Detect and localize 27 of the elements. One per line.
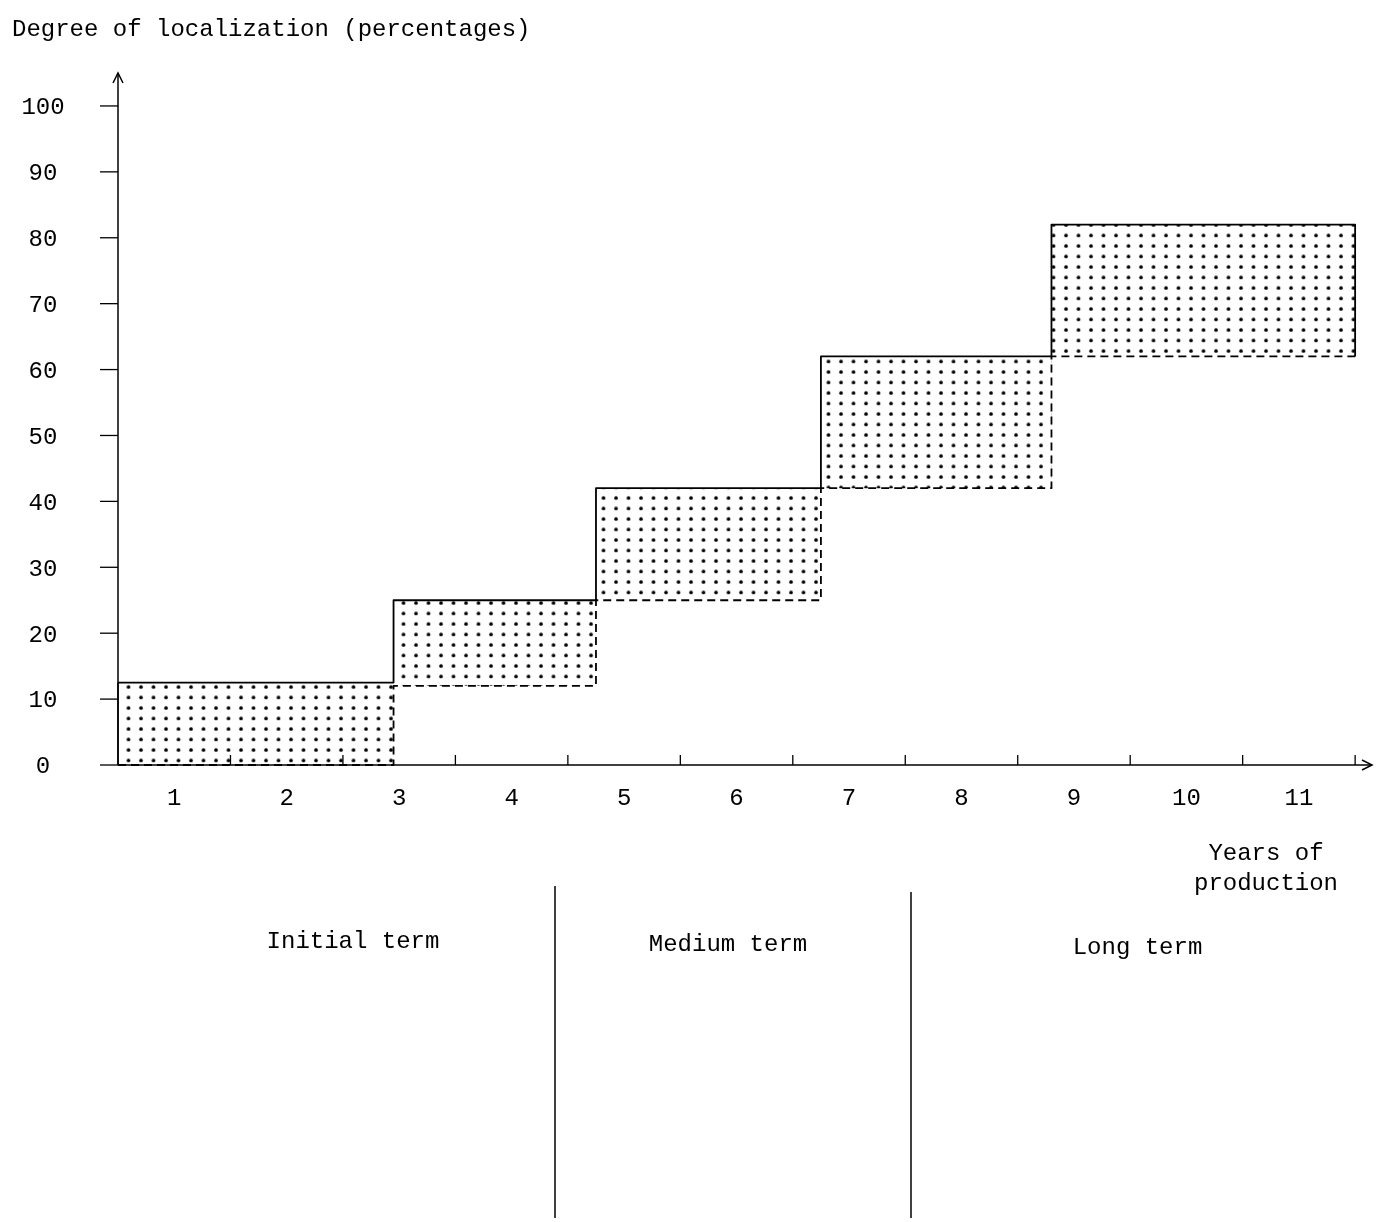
x-axis-title: Years of production	[1193, 840, 1339, 897]
text: Medium term	[648, 931, 808, 958]
y-tick-label: 10	[28, 687, 58, 715]
y-tick-label: 100	[21, 94, 65, 122]
y-tick-label: 30	[28, 555, 58, 583]
y-tick-label: 60	[28, 357, 58, 385]
x-tick-label: 8	[954, 785, 969, 812]
x-tick-label: 1	[167, 785, 182, 812]
y-tick-label: 70	[28, 292, 58, 320]
x-tick-label: 4	[504, 785, 519, 812]
x-tick-label: 11	[1284, 785, 1314, 812]
x-tick-label: 10	[1172, 785, 1201, 812]
y-tick-label: 90	[28, 160, 58, 188]
x-tick-label: 9	[1066, 785, 1082, 812]
y-tick-label: 80	[28, 226, 58, 254]
x-tick-label: 2	[279, 785, 294, 812]
y-tick-label: 0	[35, 753, 51, 781]
y-tick-label: 20	[28, 621, 58, 649]
y-tick-label: 40	[28, 489, 58, 517]
y-tick-label: 50	[28, 423, 58, 451]
text: Initial term	[266, 928, 440, 955]
x-tick-label: 5	[616, 785, 632, 812]
x-tick-label: 6	[729, 785, 744, 812]
x-tick-label: 7	[841, 785, 857, 812]
y-axis-title: Degree of localization (percentages)	[12, 16, 531, 43]
x-tick-label: 3	[391, 785, 407, 812]
text: Long term	[1072, 934, 1203, 961]
